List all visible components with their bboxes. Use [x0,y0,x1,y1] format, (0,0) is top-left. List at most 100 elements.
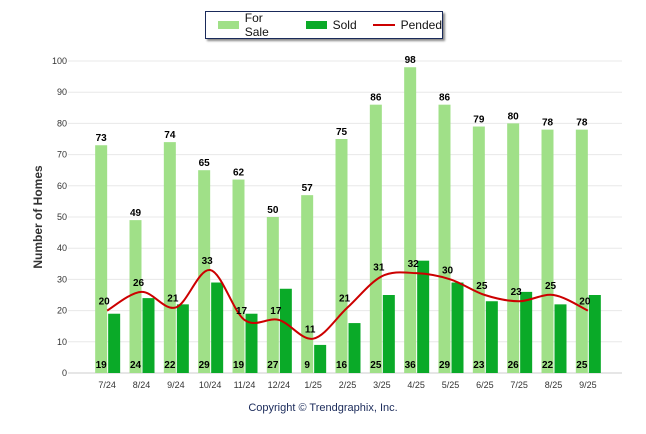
for-sale-swatch [218,21,239,29]
copyright: Copyright © Trendgraphix, Inc. [248,402,398,414]
for-sale-data-label: 50 [267,205,279,216]
pended-data-label: 26 [133,278,145,289]
x-tick-label: 10/24 [199,380,222,390]
for-sale-bar [507,123,520,374]
x-tick-label: 2/25 [339,380,357,390]
sold-data-label: 25 [370,360,382,371]
x-tick-label: 1/25 [304,380,322,390]
for-sale-data-label: 86 [439,93,451,104]
for-sale-bar [129,220,142,373]
sold-data-label: 25 [576,360,588,371]
sold-data-label: 16 [336,360,348,371]
pended-data-label: 20 [579,297,591,308]
pended-data-label: 25 [545,281,557,292]
sold-bar [142,298,155,373]
sold-data-label: 27 [267,360,279,371]
x-tick-label: 9/24 [167,380,185,390]
y-axis-title: Number of Homes [31,165,45,269]
legend-item-sold[interactable]: Sold [305,18,357,32]
pended-data-label: 33 [202,256,214,267]
x-tick-label: 11/24 [234,380,256,390]
for-sale-data-label: 98 [405,55,417,66]
sold-data-label: 9 [304,360,310,371]
for-sale-bar [575,129,588,373]
pended-data-label: 11 [305,325,316,336]
sold-bar [314,344,327,373]
x-tick-label: 8/25 [545,380,563,390]
sold-data-label: 29 [199,360,211,371]
for-sale-data-label: 78 [576,118,588,129]
sold-bar [108,313,121,373]
x-tick-label: 7/24 [98,380,116,390]
y-tick-label: 50 [57,212,67,222]
pended-data-label: 30 [442,265,454,276]
sold-bar [417,260,430,373]
x-tick-label: 4/25 [407,380,425,390]
legend-label: Sold [332,18,357,32]
for-sale-data-label: 49 [130,208,142,219]
y-tick-label: 10 [57,337,67,347]
pended-data-label: 31 [373,262,385,273]
sold-bar [382,295,395,373]
for-sale-bar [541,129,554,373]
pended-data-label: 17 [270,306,282,317]
for-sale-bar [404,67,417,374]
y-tick-label: 100 [52,56,67,66]
sold-data-label: 22 [164,360,176,371]
for-sale-data-label: 57 [302,183,314,194]
sold-data-label: 36 [405,360,417,371]
sold-bar [279,288,292,373]
x-tick-label: 9/25 [579,380,597,390]
x-tick-label: 6/25 [476,380,494,390]
y-tick-label: 40 [57,243,67,253]
sold-data-label: 22 [542,360,554,371]
sold-data-label: 19 [233,360,245,371]
pended-data-label: 20 [99,297,111,308]
for-sale-data-label: 86 [370,93,382,104]
pended-data-label: 21 [167,293,179,304]
pended-data-label: 17 [236,306,248,317]
for-sale-bar [266,217,279,373]
x-tick-label: 3/25 [373,380,391,390]
legend-label: Pended [400,18,442,32]
for-sale-data-label: 75 [336,127,348,138]
for-sale-bar [369,104,382,374]
for-sale-bar [232,179,245,373]
pended-data-label: 23 [511,287,523,298]
sold-data-label: 29 [439,360,451,371]
sold-data-label: 26 [508,360,520,371]
for-sale-data-label: 65 [199,158,211,169]
for-sale-bar [95,145,108,373]
x-tick-label: 8/24 [133,380,151,390]
y-tick-label: 90 [57,87,67,97]
x-tick-label: 7/25 [510,380,528,390]
pended-line [106,269,589,340]
legend-label: For Sale [244,11,269,39]
sold-bar [211,282,224,373]
pended-line-swatch [372,24,395,26]
y-tick-label: 60 [57,181,67,191]
legend-item-pended[interactable]: Pended [372,18,442,32]
sold-bar [451,282,464,373]
for-sale-data-label: 80 [508,111,520,122]
sold-bar [588,295,601,373]
for-sale-bar [335,139,348,373]
pended-data-label: 32 [408,259,420,270]
sold-bar [176,304,189,373]
for-sale-data-label: 74 [164,130,176,141]
pended-data-label: 21 [339,293,351,304]
for-sale-data-label: 78 [542,118,554,129]
legend-item-for-sale[interactable]: For Sale [218,11,290,39]
for-sale-bar [438,104,451,374]
sold-data-label: 19 [96,360,108,371]
for-sale-bar [472,126,485,374]
y-tick-label: 20 [57,306,67,316]
y-tick-label: 0 [62,368,67,378]
for-sale-bar [163,142,176,373]
sold-bar [245,313,258,373]
x-tick-label: 5/25 [442,380,460,390]
sold-swatch [305,21,327,29]
for-sale-bar [301,195,314,373]
sold-data-label: 24 [130,360,142,371]
